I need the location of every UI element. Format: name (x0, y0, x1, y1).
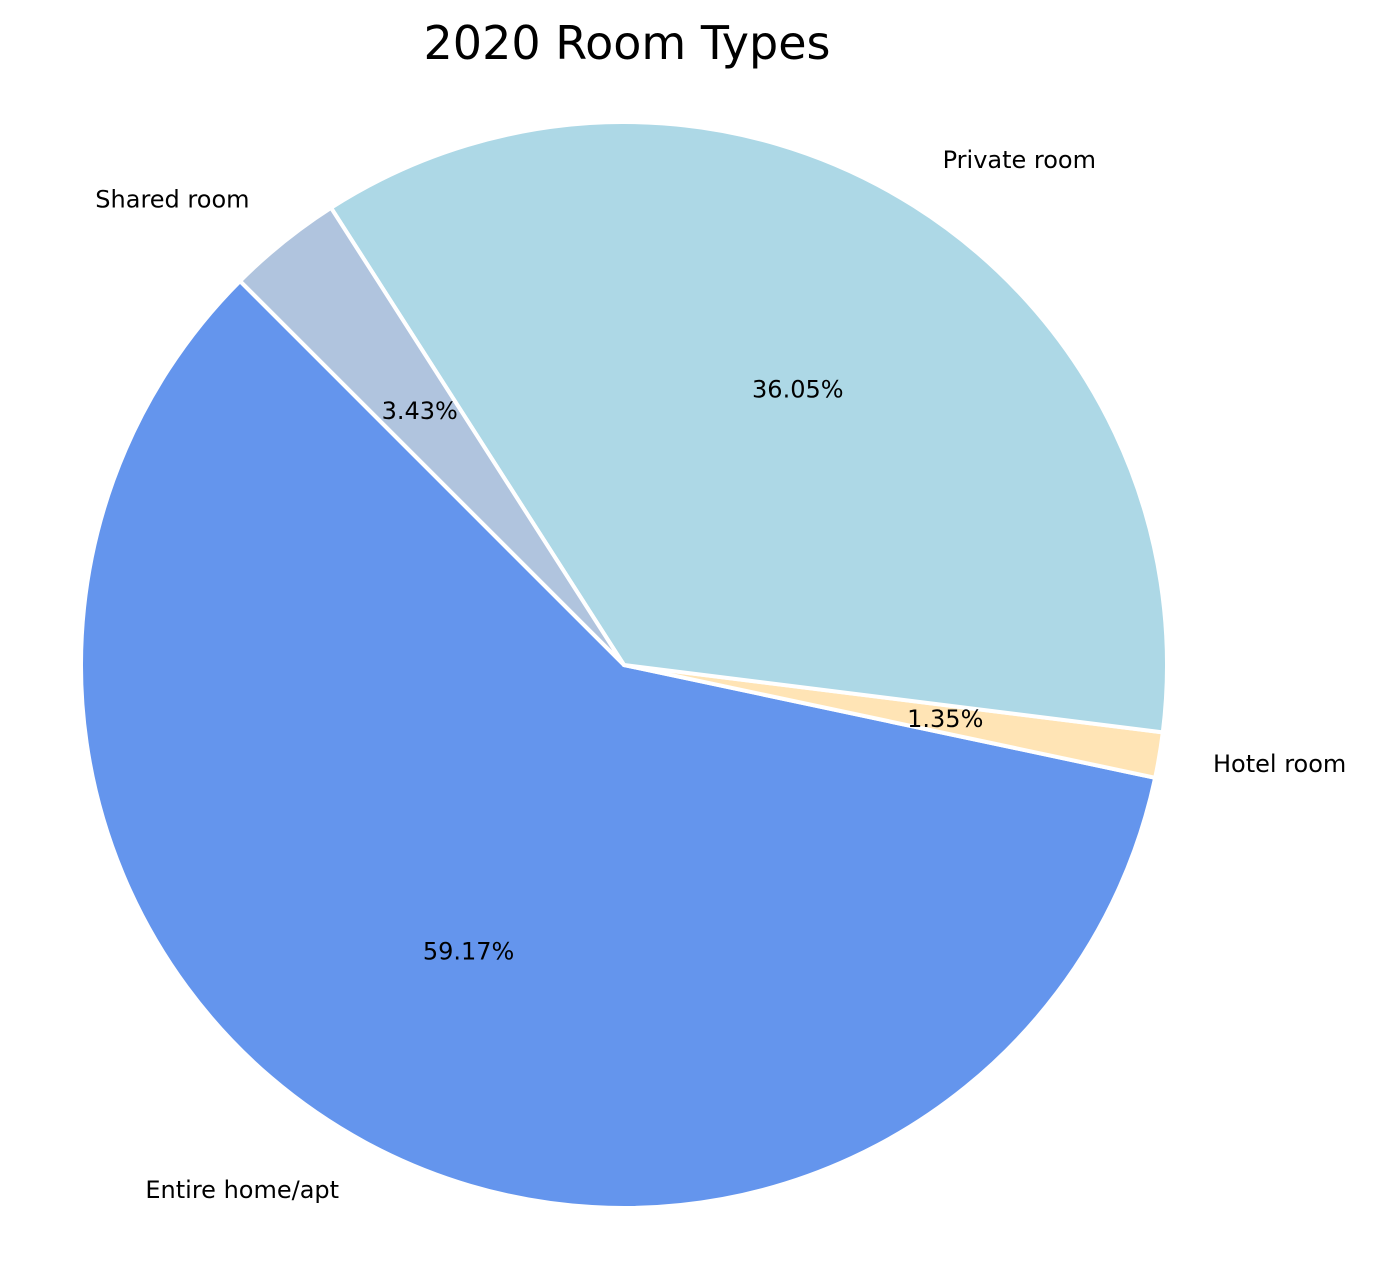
chart-title: 2020 Room Types (424, 16, 831, 70)
pie-slice-shared-room (238, 205, 626, 667)
pct-label-entire-home-apt: 59.17% (423, 937, 515, 965)
slice-label-hotel-room: Hotel room (1213, 750, 1346, 778)
pct-label-hotel-room: 1.35% (907, 705, 983, 733)
pct-label-shared-room: 3.43% (382, 397, 458, 425)
slice-label-private-room: Private room (943, 146, 1096, 174)
slice-label-entire-home-apt: Entire home/apt (145, 1176, 339, 1204)
pie-slice-private-room (329, 120, 1169, 735)
slice-label-shared-room: Shared room (95, 186, 249, 214)
pie-slice-entire-home-apt (79, 279, 1158, 1210)
pct-label-private-room: 36.05% (752, 375, 844, 403)
pie-slices (79, 120, 1169, 1210)
pie-labels: 59.17% Entire home/apt 1.35% Hotel room 36.0… (95, 146, 1346, 1204)
